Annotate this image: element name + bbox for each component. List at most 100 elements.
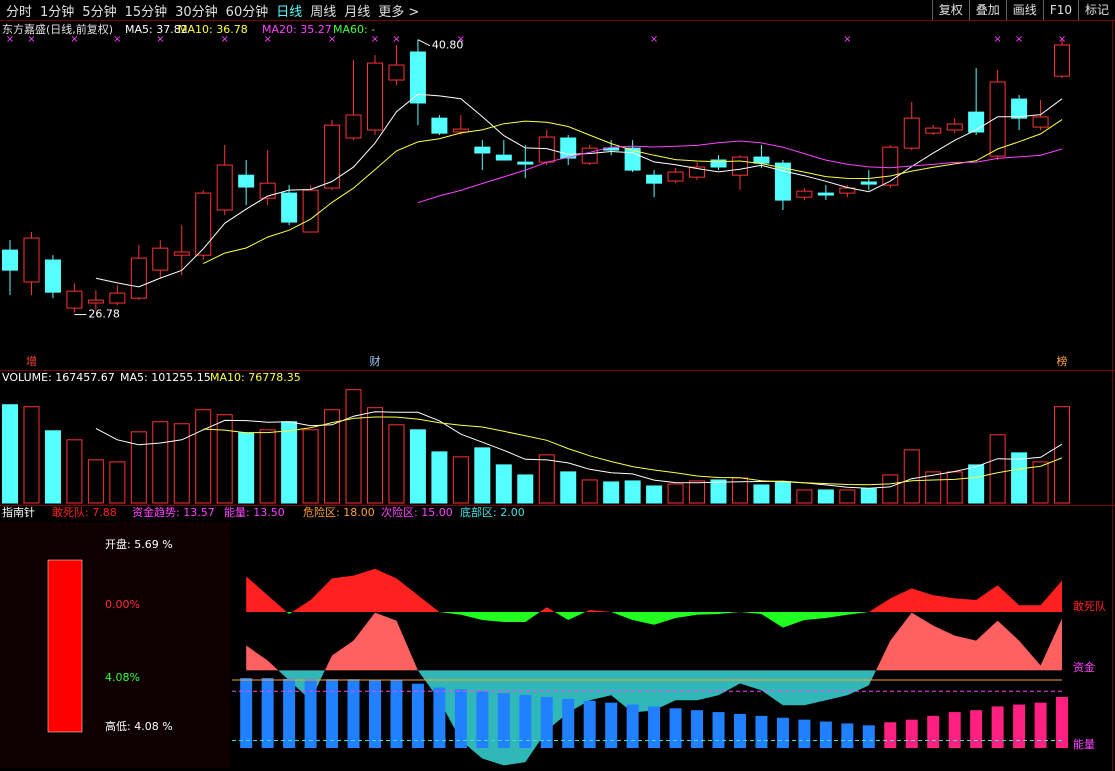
signal-mark: × [371, 34, 379, 45]
energy-bar [304, 678, 317, 748]
energy-bar [454, 689, 467, 748]
open-pct: 开盘: 5.69 % [105, 537, 173, 551]
level-label: 次险区: 15.00 [381, 505, 453, 519]
candle-body [968, 111, 985, 133]
candle-body [710, 159, 727, 168]
period-tab[interactable]: 5分钟 [82, 4, 117, 20]
range-pct: 高低: 4.08 % [105, 719, 173, 733]
energy-bar [862, 725, 875, 748]
energy-bar [476, 691, 489, 748]
period-tab[interactable]: 30分钟 [175, 4, 218, 20]
candle-body [259, 182, 276, 199]
period-tab[interactable]: 1分钟 [40, 4, 75, 20]
indicator-label: 能量: 13.50 [224, 505, 285, 519]
energy-bar [905, 719, 918, 748]
energy-bar [519, 695, 532, 748]
energy-bar [433, 687, 446, 748]
volume-bar [646, 485, 663, 504]
toolbar-button[interactable]: F10 [1042, 0, 1078, 20]
candle-body [216, 164, 233, 211]
toolbar-buttons: 复权 叠加 画线 F10 标记 [931, 0, 1115, 20]
candle-body [946, 123, 963, 131]
candle-body [366, 62, 383, 131]
energy-bar [390, 679, 403, 748]
level-label: 底部区: 2.00 [460, 505, 525, 519]
period-tab[interactable]: 分时 [6, 4, 33, 20]
volume-bar [388, 424, 405, 504]
signal-mark: × [457, 34, 465, 45]
candle-body [388, 64, 405, 81]
candle-body [452, 128, 469, 133]
candle-body [839, 187, 856, 194]
signal-mark: × [328, 34, 336, 45]
volume-bar [710, 479, 727, 504]
volume-bar [903, 449, 920, 504]
period-tab[interactable]: 15分钟 [124, 4, 168, 20]
fund-area-positive [246, 612, 1063, 671]
volume-bar [517, 474, 534, 504]
signal-mark: × [27, 34, 35, 45]
candle-body [1011, 98, 1028, 119]
volume-label: MA10: 76778.35 [210, 371, 301, 384]
candle-body [302, 189, 319, 233]
energy-bar [562, 698, 575, 748]
candle-body [774, 162, 791, 201]
volume-bar [603, 481, 620, 504]
candle-body [345, 114, 362, 139]
energy-bar [347, 679, 360, 748]
volume-label: MA5: 101255.15 [120, 371, 211, 384]
energy-bar [540, 696, 553, 748]
chart-title: 东方嘉盛(日线,前复权) [2, 22, 113, 36]
volume-bar [946, 471, 963, 504]
volume-bar [1011, 452, 1028, 504]
volume-bar [925, 471, 942, 504]
toolbar: 分时 1分钟 5分钟 15分钟 30分钟 60分钟 日线 周线 月线 更多 > 复权 叠加 画线 F10 标… [0, 0, 1115, 20]
toolbar-button[interactable]: 复权 [931, 0, 969, 20]
period-tab[interactable]: 60分钟 [225, 4, 269, 20]
candle-body [109, 292, 126, 304]
toolbar-button[interactable]: 标记 [1077, 0, 1115, 20]
indicator-label: 资金趋势: 13.57 [132, 505, 215, 519]
volume-bar [23, 406, 40, 504]
candle-body [517, 161, 534, 165]
annotation-label: 26.78 [88, 308, 120, 321]
annotation-label: 40.80 [432, 39, 464, 52]
candle-body [624, 147, 641, 171]
candle-body [667, 171, 684, 182]
volume-bar [216, 414, 233, 504]
volume-bar [774, 481, 791, 504]
energy-bar [648, 706, 661, 748]
candle-body [882, 146, 899, 186]
side-panel [0, 522, 230, 768]
candle-body [925, 127, 942, 134]
side-label: 资金 [1073, 660, 1095, 674]
candle-body [1054, 44, 1071, 77]
candle-body [195, 192, 212, 256]
candle-body [495, 154, 512, 161]
toolbar-button[interactable]: 叠加 [968, 0, 1006, 20]
toolbar-button[interactable]: 画线 [1005, 0, 1043, 20]
candle-body [130, 257, 147, 299]
side-label: 敢死队 [1073, 599, 1106, 613]
candle-body [903, 117, 920, 149]
energy-bar [1013, 704, 1026, 748]
period-tab[interactable]: 周线 [310, 4, 337, 20]
energy-bar [411, 683, 424, 748]
energy-bar [884, 722, 897, 748]
volume-bar [689, 480, 706, 504]
period-tab[interactable]: 更多 > [378, 4, 420, 20]
volume-bar [495, 464, 512, 504]
volume-bar [581, 479, 598, 504]
energy-bar [1034, 702, 1047, 748]
candle-body [173, 251, 190, 256]
period-tab[interactable]: 日线 [276, 4, 303, 20]
signal-mark: × [1058, 34, 1066, 45]
period-tab[interactable]: 月线 [344, 4, 371, 20]
ma-line [202, 119, 1063, 265]
candle-body [860, 181, 877, 185]
ma-label: MA10: 36.78 [178, 23, 248, 36]
event-marker: 增 [26, 354, 37, 368]
signal-mark: × [993, 34, 1001, 45]
signal-mark: × [221, 34, 229, 45]
